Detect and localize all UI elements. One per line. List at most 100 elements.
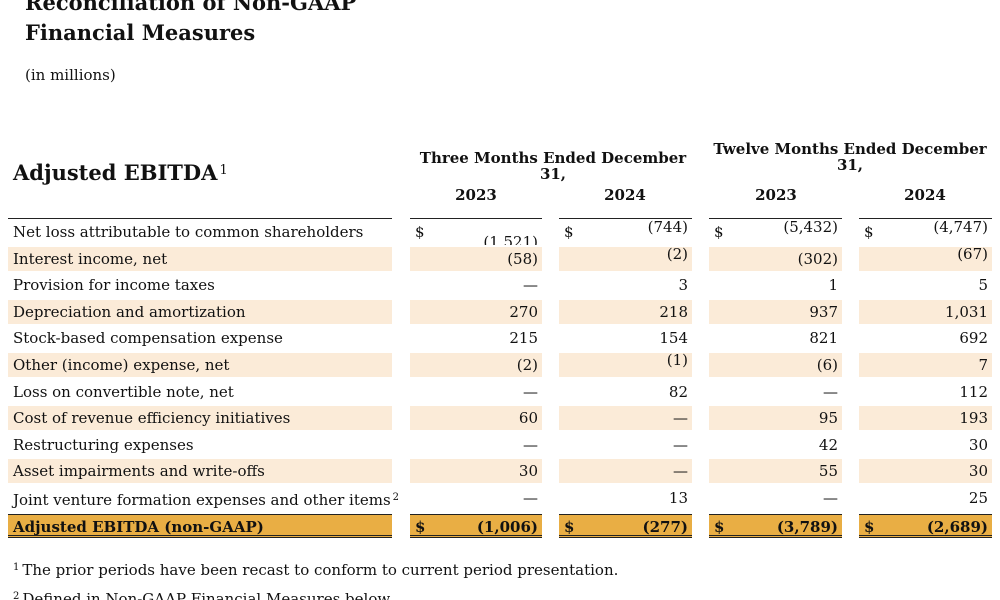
row-label: Provision for income taxes <box>8 273 392 297</box>
header-rule <box>559 218 692 219</box>
value-cell: — <box>559 459 692 484</box>
row-label-text: Depreciation and amortization <box>13 302 246 321</box>
cell-value: (302) <box>797 249 838 268</box>
table-row: Provision for income taxes — 3 1 5 <box>0 273 1000 297</box>
value-cell: 821 <box>709 326 842 350</box>
value-cell: — <box>559 433 692 457</box>
cell-value: 1,031 <box>945 302 988 321</box>
period-header-twelve-months: Twelve Months Ended December 31, <box>713 140 987 174</box>
year-header: 2024 <box>604 186 646 204</box>
currency-symbol: $ <box>714 517 725 536</box>
cell-value: 3 <box>678 276 688 295</box>
table-row: Asset impairments and write-offs 30 — 55 30 <box>0 459 1000 484</box>
row-label: Stock-based compensation expense <box>8 326 392 350</box>
total-value-cell: $ (1,006) <box>410 513 542 538</box>
cell-value: 270 <box>509 302 538 321</box>
row-label: Restructuring expenses <box>8 433 392 457</box>
value-cell: 154 <box>559 326 692 350</box>
cell-value: 25 <box>968 489 988 507</box>
cell-value: 1 <box>828 276 838 295</box>
section-title: Adjusted EBITDA 1 <box>13 160 228 185</box>
value-cell: $ (744) <box>559 218 692 244</box>
value-cell: — <box>410 380 542 404</box>
value-cell: 13 <box>559 486 692 510</box>
section-title-text: Adjusted EBITDA <box>13 160 218 185</box>
period-header-three-months: Three Months Ended December 31, <box>419 149 687 183</box>
value-cell: (302) <box>709 246 842 271</box>
table-row: Loss on convertible note, net — 82 — 112 <box>0 380 1000 404</box>
currency-symbol: $ <box>714 223 724 241</box>
cell-value: — <box>823 489 838 507</box>
cell-value: — <box>673 409 688 428</box>
value-cell: — <box>410 433 542 457</box>
cell-value: (1,521) <box>483 235 538 245</box>
cell-value: — <box>823 382 838 401</box>
value-cell: 95 <box>709 406 842 431</box>
value-cell: $ (4,747) <box>859 218 992 244</box>
value-cell: 42 <box>709 433 842 457</box>
value-cell: — <box>410 486 542 510</box>
footnote: 1 The prior periods have been recast to c… <box>13 561 618 579</box>
row-label: Loss on convertible note, net <box>8 380 392 404</box>
cell-value: 95 <box>818 409 838 428</box>
cell-value: 30 <box>968 462 988 481</box>
cell-value: 154 <box>659 329 688 348</box>
cell-value: 82 <box>668 382 688 401</box>
value-cell: 270 <box>410 299 542 324</box>
row-label: Asset impairments and write-offs <box>8 459 392 484</box>
currency-symbol: $ <box>415 223 425 241</box>
footnote-marker: 1 <box>13 562 20 573</box>
year-header: 2023 <box>455 186 497 204</box>
value-cell: 937 <box>709 299 842 324</box>
value-cell: 1,031 <box>859 299 992 324</box>
value-cell: 692 <box>859 326 992 350</box>
cell-value: 7 <box>978 356 988 374</box>
cell-value: (6) <box>816 356 838 374</box>
cell-value: 5 <box>978 276 988 295</box>
value-cell: (67) <box>859 245 992 271</box>
value-cell: 112 <box>859 380 992 404</box>
row-label: Other (income) expense, net <box>8 353 392 377</box>
cell-value: (4,747) <box>933 218 988 236</box>
cell-value: 30 <box>518 462 538 481</box>
value-cell: — <box>559 406 692 431</box>
cell-value: 55 <box>818 462 838 481</box>
footnote: 2 Defined in Non-GAAP Financial Measures … <box>13 590 393 600</box>
currency-symbol: $ <box>864 223 874 241</box>
value-cell: 3 <box>559 273 692 297</box>
row-label: Cost of revenue efficiency initiatives <box>8 406 392 431</box>
cell-value: (58) <box>507 249 538 268</box>
row-label-text: Restructuring expenses <box>13 435 194 454</box>
currency-symbol: $ <box>415 517 426 536</box>
page-title-line2: Financial Measures <box>25 20 256 45</box>
value-cell: 55 <box>709 459 842 484</box>
cell-value: 215 <box>509 329 538 348</box>
units-note: (in millions) <box>25 66 116 84</box>
header-rule <box>709 218 842 219</box>
cell-value: 692 <box>959 329 988 348</box>
value-cell: 82 <box>559 380 692 404</box>
cell-value: 42 <box>818 435 838 454</box>
cell-value: 218 <box>659 302 688 321</box>
value-cell: (2) <box>410 353 542 377</box>
table-row: Stock-based compensation expense 215 154 82… <box>0 326 1000 350</box>
value-cell: 30 <box>410 459 542 484</box>
value-cell: 193 <box>859 406 992 431</box>
cell-value: — <box>523 435 538 454</box>
row-footnote-marker: 2 <box>392 492 400 503</box>
value-cell: (1) <box>559 351 692 377</box>
value-cell: 30 <box>859 433 992 457</box>
table-row: Depreciation and amortization 270 218 937 1,… <box>0 299 1000 324</box>
value-cell: — <box>709 380 842 404</box>
cell-value: — <box>523 382 538 401</box>
row-label: Depreciation and amortization <box>8 299 392 324</box>
table-row: Net loss attributable to common sharehol… <box>0 218 1000 245</box>
cell-value: 112 <box>959 382 988 401</box>
value-cell: — <box>709 486 842 510</box>
year-header: 2023 <box>755 186 797 204</box>
cell-value: 937 <box>809 302 838 321</box>
value-cell: 5 <box>859 273 992 297</box>
header-rule <box>410 218 542 219</box>
table-row: Other (income) expense, net (2) (1) (6) 7 <box>0 351 1000 377</box>
